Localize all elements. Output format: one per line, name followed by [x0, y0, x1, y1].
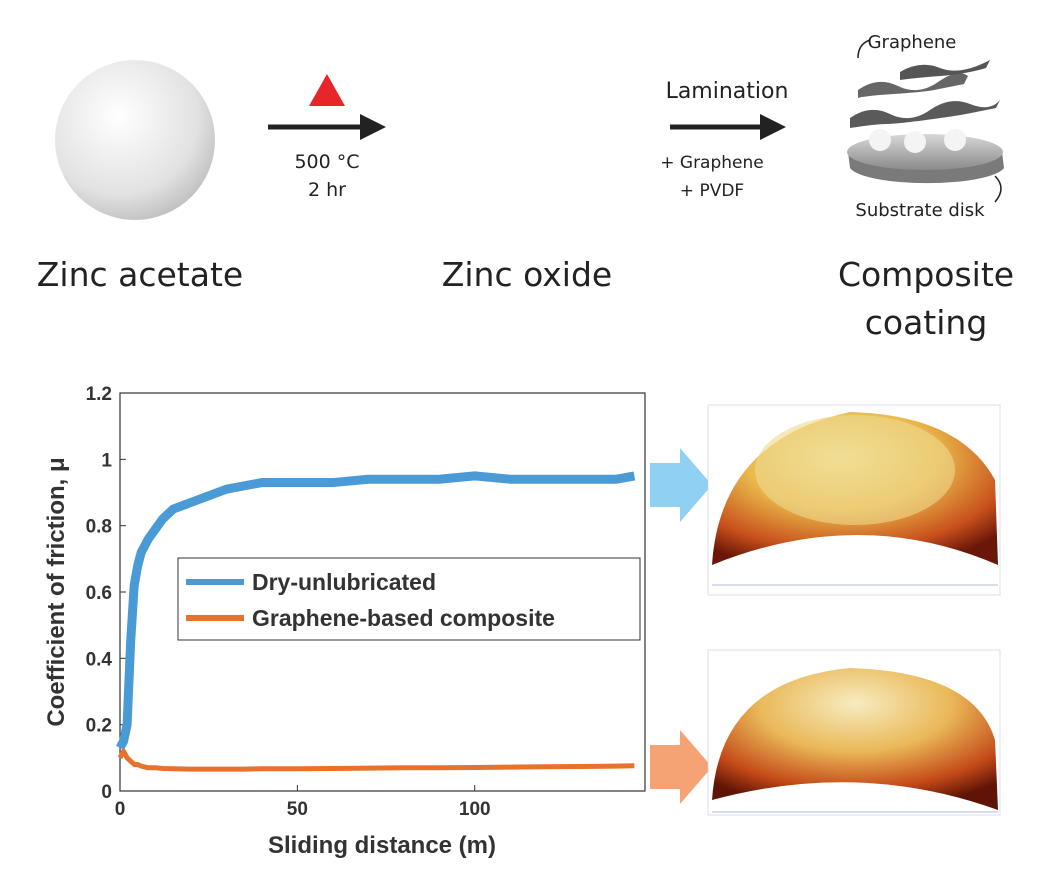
- series-line: [117, 748, 635, 772]
- surface-image: [707, 404, 1001, 596]
- condition: 2 hr: [308, 179, 346, 201]
- step-label: Composite: [838, 255, 1014, 294]
- step-label: Zinc oxide: [442, 255, 612, 294]
- y-tick-label: 1.2: [86, 384, 112, 405]
- pointer-arrow: [650, 448, 712, 522]
- x-axis-label: Sliding distance (m): [268, 832, 496, 859]
- sphere: [55, 60, 215, 220]
- condition: 500 °C: [294, 151, 359, 173]
- y-tick-label: 0.4: [86, 649, 113, 670]
- surface-image: [707, 649, 1001, 816]
- y-tick-label: 1: [101, 450, 112, 471]
- additive: + PVDF: [680, 181, 744, 201]
- graphene-label: Graphene: [868, 32, 957, 53]
- x-tick-label: 0: [115, 799, 126, 820]
- x-tick-label: 100: [459, 799, 491, 820]
- pointer-arrow: [650, 730, 712, 804]
- y-tick-label: 0.8: [86, 517, 112, 538]
- coating-illustration: [847, 39, 1004, 203]
- y-axis-label: Coefficient of friction, μ: [43, 457, 70, 726]
- step-label: coating: [865, 303, 988, 342]
- y-tick-label: 0.6: [86, 583, 112, 604]
- step-label: Zinc acetate: [37, 255, 243, 294]
- y-tick-label: 0: [101, 782, 112, 803]
- legend-label: Graphene-based composite: [252, 605, 555, 631]
- arrow: [670, 114, 786, 140]
- legend-label: Dry-unlubricated: [252, 569, 436, 595]
- arrow: [268, 114, 386, 140]
- heat-triangle: [309, 74, 345, 106]
- substrate-label: Substrate disk: [855, 200, 985, 221]
- y-tick-label: 0.2: [86, 716, 112, 737]
- x-tick-label: 50: [287, 799, 308, 820]
- additive: + Graphene: [660, 153, 764, 173]
- process-label: Lamination: [666, 79, 789, 104]
- chart: 0 0.2 0.4 0.6 0.8 1 1.2 0 50 100: [86, 384, 636, 820]
- legend: [177, 557, 641, 641]
- series-line: [116, 471, 636, 751]
